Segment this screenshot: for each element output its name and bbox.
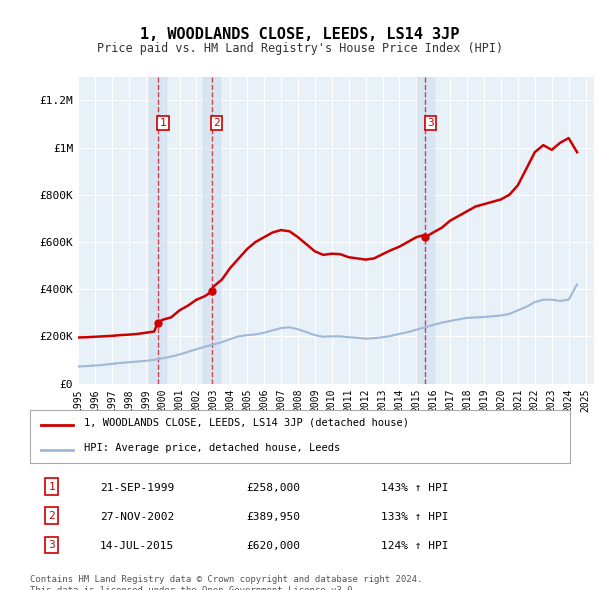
Bar [149,77,166,384]
Text: £258,000: £258,000 [246,483,300,493]
Text: 3: 3 [48,540,55,550]
Text: 1, WOODLANDS CLOSE, LEEDS, LS14 3JP (detached house): 1, WOODLANDS CLOSE, LEEDS, LS14 3JP (det… [84,417,409,427]
Text: 2: 2 [214,118,220,128]
Text: 14-JUL-2015: 14-JUL-2015 [100,541,175,551]
Text: 1: 1 [160,118,166,128]
Bar [417,77,434,384]
Text: 1, WOODLANDS CLOSE, LEEDS, LS14 3JP: 1, WOODLANDS CLOSE, LEEDS, LS14 3JP [140,27,460,41]
Text: 143% ↑ HPI: 143% ↑ HPI [381,483,449,493]
Text: £620,000: £620,000 [246,541,300,551]
Text: 27-NOV-2002: 27-NOV-2002 [100,512,175,522]
Text: Contains HM Land Registry data © Crown copyright and database right 2024.
This d: Contains HM Land Registry data © Crown c… [30,575,422,590]
Text: £389,950: £389,950 [246,512,300,522]
Text: HPI: Average price, detached house, Leeds: HPI: Average price, detached house, Leed… [84,442,340,453]
Text: 124% ↑ HPI: 124% ↑ HPI [381,541,449,551]
Text: 3: 3 [427,118,434,128]
Text: 133% ↑ HPI: 133% ↑ HPI [381,512,449,522]
Text: Price paid vs. HM Land Registry's House Price Index (HPI): Price paid vs. HM Land Registry's House … [97,42,503,55]
Text: 1: 1 [48,481,55,491]
Text: 2: 2 [48,511,55,521]
Bar [203,77,220,384]
Text: 21-SEP-1999: 21-SEP-1999 [100,483,175,493]
